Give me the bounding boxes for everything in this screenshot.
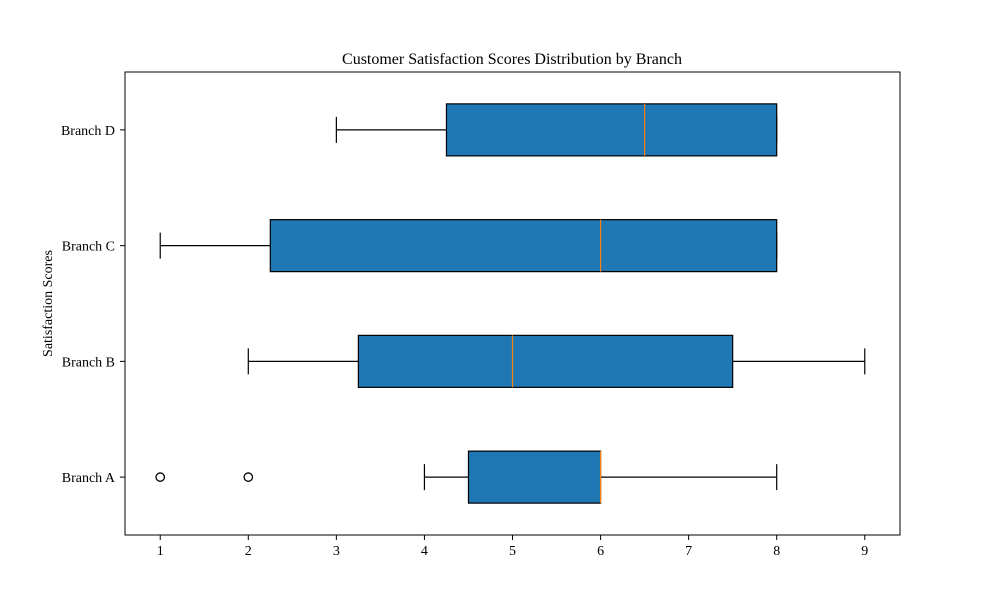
outlier-point	[243, 472, 254, 482]
iqr-box	[445, 103, 778, 157]
iqr-box	[269, 219, 778, 273]
y-tick-label: Branch D	[61, 124, 115, 139]
x-tick-label: 1	[157, 544, 164, 559]
box-branch-b	[247, 334, 866, 388]
chart-title: Customer Satisfaction Scores Distributio…	[342, 51, 682, 68]
x-tick-label: 3	[333, 544, 340, 559]
x-tick-label: 9	[861, 544, 868, 559]
x-axis-ticks: 1 2 3 4 5 6 7 8 9	[157, 535, 868, 559]
iqr-box	[357, 334, 734, 388]
y-axis-label: Satisfaction Scores	[41, 250, 56, 357]
y-tick-label: Branch B	[62, 355, 115, 370]
box-branch-d	[335, 103, 778, 157]
x-tick-label: 6	[597, 544, 604, 559]
box-branch-a	[155, 450, 778, 504]
outlier-point	[155, 472, 166, 482]
y-tick-label: Branch C	[62, 240, 115, 255]
x-tick-label: 8	[773, 544, 780, 559]
box-branch-c	[159, 219, 778, 273]
x-tick-label: 2	[245, 544, 252, 559]
x-tick-label: 7	[685, 544, 692, 559]
y-axis-ticks: Branch A Branch B Branch C Branch D	[61, 124, 125, 486]
boxes-layer	[155, 103, 866, 504]
y-tick-label: Branch A	[62, 471, 116, 486]
x-tick-label: 5	[509, 544, 516, 559]
iqr-box	[467, 450, 602, 504]
x-tick-label: 4	[421, 544, 428, 559]
